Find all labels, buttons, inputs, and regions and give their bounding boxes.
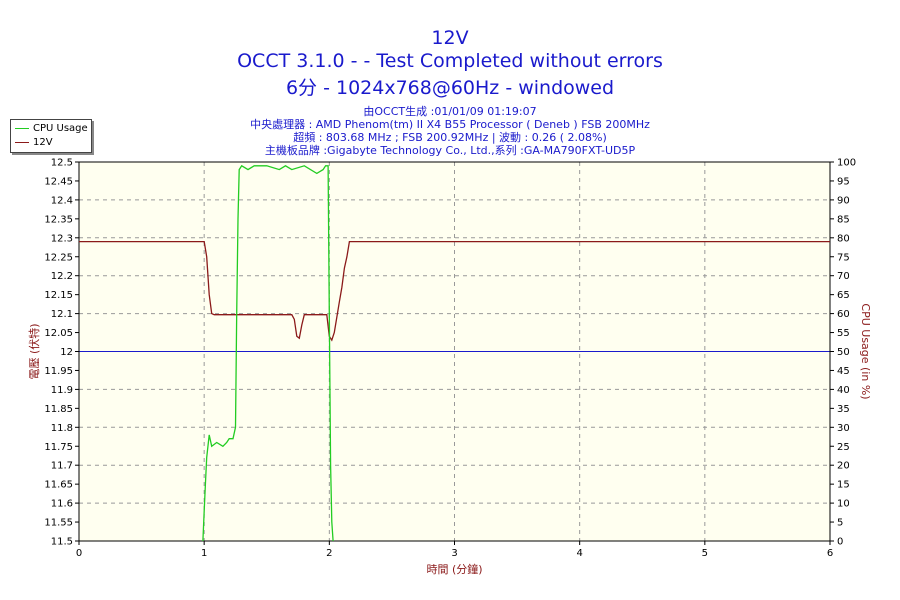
chart-subtitle-status: OCCT 3.1.0 - - Test Completed without er… [237,50,663,72]
y2-tick-label: 45 [837,366,850,377]
chart-title: 12V [431,27,469,49]
y-tick-label: 12.2 [51,271,73,282]
y-tick-label: 12.4 [51,195,73,206]
y-tick-label: 11.75 [44,442,73,453]
y-tick-label: 11.6 [51,499,73,510]
legend: CPU Usage 12V [10,119,92,153]
x-tick-label: 3 [451,548,457,559]
y2-tick-label: 80 [837,233,850,244]
y-tick-label: 12.5 [51,158,73,169]
y2-tick-label: 0 [837,537,843,548]
legend-label-12v: 12V [33,137,53,148]
y-tick-label: 11.55 [44,518,73,529]
y2-tick-label: 85 [837,214,850,225]
y-tick-label: 11.5 [51,537,73,548]
y-tick-label: 12.25 [44,252,73,263]
y2-tick-label: 40 [837,385,850,396]
legend-swatch-cpu [15,128,29,129]
x-tick-label: 0 [76,548,82,559]
info-motherboard: 主機板品牌 :Gigabyte Technology Co., Ltd.,系列 … [264,144,636,157]
info-cpu: 中央處理器 : AMD Phenom(tm) II X4 B55 Process… [250,118,650,131]
x-tick-label: 4 [576,548,582,559]
y2-tick-label: 15 [837,480,850,491]
info-overclock: 超頻 : 803.68 MHz ; FSB 200.92MHz | 波動 : 0… [293,131,607,144]
y-tick-label: 12.15 [44,290,73,301]
y-tick-label: 11.8 [51,423,73,434]
y-axis-label: 電壓 (伏特) [27,323,41,379]
y2-tick-label: 70 [837,271,850,282]
y2-tick-label: 25 [837,442,850,453]
x-axis-label: 時間 (分鐘) [426,562,482,576]
y-tick-label: 12.1 [51,309,73,320]
y-tick-label: 12.45 [44,176,73,187]
y2-tick-label: 65 [837,290,850,301]
y2-tick-label: 95 [837,176,850,187]
y2-tick-label: 10 [837,499,850,510]
legend-swatch-12v [15,142,29,143]
y2-axis-label: CPU Usage (in %) [859,303,872,399]
y-tick-label: 12.35 [44,214,73,225]
y2-tick-label: 30 [837,423,850,434]
y-tick-label: 11.9 [51,385,73,396]
y-tick-label: 11.65 [44,480,73,491]
y2-tick-label: 5 [837,518,843,529]
y2-tick-label: 75 [837,252,850,263]
y-tick-label: 12.3 [51,233,73,244]
chart-subtitle-config: 6分 - 1024x768@60Hz - windowed [285,77,615,99]
y2-tick-label: 100 [837,158,856,169]
legend-label-cpu: CPU Usage [33,123,88,134]
x-tick-label: 2 [326,548,332,559]
x-tick-label: 1 [201,548,207,559]
info-generated: 由OCCT生成 :01/01/09 01:19:07 [363,105,537,118]
y2-tick-label: 90 [837,195,850,206]
series-line-cpu-usage [202,164,334,542]
y2-tick-label: 55 [837,328,850,339]
series-line-12v [79,240,830,342]
x-tick-label: 5 [702,548,708,559]
y-tick-label: 11.7 [51,461,73,472]
y-tick-label: 11.85 [44,404,73,415]
y2-tick-label: 50 [837,347,850,358]
legend-item-12v: 12V [15,136,53,149]
y2-tick-label: 60 [837,309,850,320]
y2-tick-label: 35 [837,404,850,415]
y-tick-label: 12.05 [44,328,73,339]
y-tick-label: 12 [60,347,73,358]
y2-tick-label: 20 [837,461,850,472]
legend-item-cpu: CPU Usage [15,122,88,135]
y-tick-label: 11.95 [44,366,73,377]
x-tick-label: 6 [827,548,833,559]
